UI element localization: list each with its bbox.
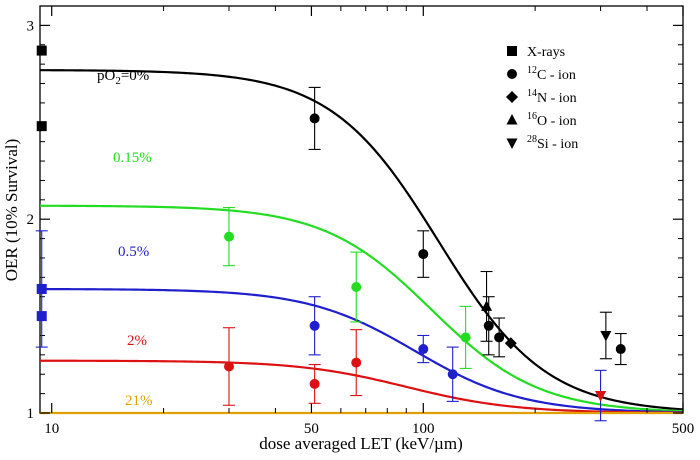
legend-entry: 16O - ion — [527, 111, 577, 129]
fit-curves — [39, 69, 684, 415]
data-points — [35, 45, 627, 422]
fit-curve — [39, 69, 684, 411]
curve-label: 21% — [125, 393, 153, 409]
data-point-circle — [615, 344, 626, 355]
data-point-triangle-down — [600, 330, 612, 342]
data-point-triangle-down — [595, 391, 607, 402]
legend-marker-diamond — [506, 91, 518, 103]
data-point-square — [36, 283, 47, 294]
data-point-circle — [309, 378, 320, 389]
data-point-circle — [351, 357, 362, 368]
curve-label: 0.15% — [113, 150, 152, 166]
data-point-circle — [418, 249, 429, 260]
legend-marker-square — [507, 46, 517, 56]
legend-label: X-rays — [527, 45, 565, 60]
legend-label: C - ion — [537, 68, 576, 83]
legend-superscript: 12 — [527, 65, 537, 76]
legend-label: O - ion — [537, 114, 577, 129]
data-point-square — [36, 45, 47, 56]
data-point-circle — [309, 113, 320, 124]
curve-label-suffix: =0% — [121, 68, 149, 84]
y-axis-title: OER (10% Survival) — [2, 139, 21, 282]
fit-curve — [40, 359, 684, 414]
legend-superscript: 28 — [527, 134, 537, 145]
data-point-circle — [309, 320, 320, 331]
y-tick-label: 3 — [27, 18, 35, 34]
x-tick-label: 100 — [412, 421, 435, 437]
curve-label: 0.5% — [118, 244, 149, 260]
curve-label-text: pO — [97, 68, 116, 84]
data-point-diamond — [504, 337, 517, 350]
data-point-square — [36, 121, 47, 132]
legend-entry: X-rays — [527, 45, 565, 60]
x-axis-title: dose averaged LET (keV/µm) — [259, 434, 463, 453]
curve-label: 2% — [127, 333, 147, 349]
legend-label: N - ion — [537, 91, 577, 106]
curve-label-text: 21% — [125, 393, 153, 409]
legend-entry: 12C - ion — [527, 65, 576, 83]
legend-label: Si - ion — [537, 137, 578, 152]
x-tick-label: 500 — [672, 421, 695, 437]
curve-label: pO2=0% — [97, 68, 149, 87]
curve-label-text: 0.15% — [113, 150, 152, 166]
curve-label-text: 2% — [127, 333, 147, 349]
curve-labels: pO2=0% 0.15% 0.5% 2% 21% — [97, 68, 153, 409]
fit-curve — [39, 204, 684, 413]
legend-superscript: 14 — [527, 88, 537, 99]
data-point-circle — [494, 332, 505, 343]
x-tick-label: 10 — [44, 421, 59, 437]
legend-marker-circle — [507, 69, 517, 79]
data-point-circle — [223, 231, 234, 242]
data-point-circle — [483, 320, 494, 331]
data-point-circle — [447, 369, 458, 380]
legend-marker-triangle-down — [506, 138, 518, 149]
y-tick-label: 2 — [27, 212, 35, 228]
legend-marker-triangle-up — [506, 114, 518, 125]
data-point-triangle-up — [481, 300, 493, 311]
data-point-square — [36, 311, 47, 322]
curve-label-text: 0.5% — [118, 244, 149, 260]
data-point-circle — [460, 332, 471, 343]
data-point-circle — [351, 282, 362, 293]
legend-superscript: 16 — [527, 111, 537, 122]
data-point-circle — [223, 361, 234, 372]
x-tick-label: 50 — [304, 421, 319, 437]
legend-entry: 28Si - ion — [527, 134, 578, 152]
y-tick-label: 1 — [27, 406, 35, 422]
data-point-circle — [418, 344, 429, 355]
legend-entry: 14N - ion — [527, 88, 577, 106]
curve-label-subscript: 2 — [115, 75, 121, 87]
